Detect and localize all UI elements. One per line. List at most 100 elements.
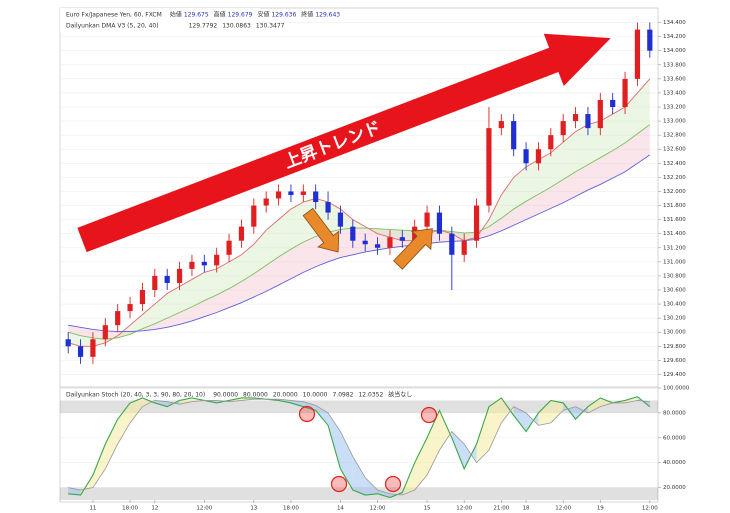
candle-body xyxy=(486,128,492,206)
readout-value: 10.0000 xyxy=(303,392,328,399)
candle-body xyxy=(560,121,566,136)
candle-body xyxy=(535,149,542,164)
candle-body xyxy=(164,275,170,283)
stoch-fill xyxy=(501,397,514,423)
x-tick-label: 19 xyxy=(597,506,604,512)
indicator-readout: 130.0863 xyxy=(222,23,251,30)
candle-body xyxy=(313,191,319,203)
y-tick-label: 130.400 xyxy=(663,302,686,308)
candle-body xyxy=(102,325,108,340)
stoch-fill xyxy=(513,406,527,432)
readout-value: 129.636 xyxy=(271,12,296,19)
x-tick-label: 12:00 xyxy=(555,506,571,512)
panel-title: Dailyunkan Stoch (20, 40, 3, 3, 90, 80, … xyxy=(66,392,205,399)
candle-body xyxy=(152,275,158,290)
x-tick-label: 15 xyxy=(424,506,431,512)
stoch-fill xyxy=(427,410,440,476)
signal-circle xyxy=(384,475,402,493)
y-tick-label: 131.400 xyxy=(663,231,686,237)
x-tick-label: 18:00 xyxy=(283,506,299,512)
readout-value: 該当なし xyxy=(388,391,412,399)
candle-body xyxy=(647,29,653,51)
candle-body xyxy=(374,244,381,248)
candle-body xyxy=(251,205,257,227)
stoch-fill xyxy=(117,402,131,444)
y-tick-label: 40.0000 xyxy=(663,460,686,466)
ma-band-fill xyxy=(68,124,650,340)
y-tick-label: 134.000 xyxy=(663,48,686,54)
candle-body xyxy=(90,339,96,357)
candle-body xyxy=(288,191,294,195)
candle-body xyxy=(511,121,517,150)
y-tick-label: 131.600 xyxy=(663,217,686,223)
y-tick-label: 133.800 xyxy=(663,62,686,68)
stoch-line xyxy=(68,398,650,496)
candle-body xyxy=(176,268,183,283)
y-tick-label: 129.600 xyxy=(663,358,686,364)
candle-body xyxy=(387,237,393,248)
header-box xyxy=(60,8,260,32)
indicator-name: Dailyunkan DMA V3 (5, 20, 40) xyxy=(66,23,159,30)
readout-label: 終値 xyxy=(301,11,313,19)
y-tick-label: 133.200 xyxy=(663,105,686,111)
x-tick-label: 12:00 xyxy=(196,506,212,512)
candle-body xyxy=(337,212,344,227)
stoch-fill xyxy=(538,400,551,426)
candle-body xyxy=(350,226,356,241)
readout-value: 7.0982 xyxy=(332,392,353,399)
readout-label: 始値 xyxy=(170,11,182,19)
x-tick-label: 21:00 xyxy=(493,506,509,512)
candle-body xyxy=(189,261,195,269)
y-tick-label: 130.600 xyxy=(663,287,686,293)
candle-body xyxy=(622,78,628,108)
moving-average-line xyxy=(68,124,651,340)
stoch-fill xyxy=(315,405,329,426)
candle-body xyxy=(238,226,245,241)
y-tick-label: 130.200 xyxy=(663,316,686,322)
y-tick-label: 80.0000 xyxy=(663,410,686,416)
ma-band-fill xyxy=(68,78,650,347)
y-tick-label: 131.000 xyxy=(663,259,686,265)
y-tick-label: 132.600 xyxy=(663,147,686,153)
readout-value: 12.0352 xyxy=(358,392,383,399)
trend-arrow-shape xyxy=(77,33,611,253)
stoch-fill xyxy=(526,412,539,432)
stoch-fill xyxy=(105,419,118,469)
y-tick-label: 129.400 xyxy=(663,372,686,378)
readout-value: 129.643 xyxy=(315,12,340,19)
x-tick-label: 12:00 xyxy=(642,506,658,512)
y-tick-label: 132.200 xyxy=(663,175,686,181)
y-tick-label: 131.200 xyxy=(663,245,686,251)
y-tick-label: 60.0000 xyxy=(663,435,686,441)
candle-body xyxy=(610,99,616,108)
stoch-line xyxy=(68,396,651,499)
readout-value: 129.675 xyxy=(184,12,209,19)
stoch-fill xyxy=(179,397,192,405)
indicator-readout: 130.3477 xyxy=(256,23,285,30)
stoch-fill xyxy=(142,397,155,407)
candle-body xyxy=(523,149,529,164)
stoch-fill xyxy=(352,456,366,496)
stoch-fill xyxy=(130,397,143,423)
candle-body xyxy=(226,240,232,255)
stoch-fill xyxy=(414,437,428,491)
candle-body xyxy=(597,99,603,129)
x-tick-label: 13 xyxy=(250,506,257,512)
candle-body xyxy=(300,191,306,195)
stoch-fill xyxy=(476,406,489,463)
level-band xyxy=(60,487,658,500)
readout-value: 90.0000 xyxy=(213,392,238,399)
panel-title: Euro Fx/Japanese Yen, 60, FXCM xyxy=(66,12,162,19)
y-tick-label: 20.0000 xyxy=(663,485,686,491)
stoch-fill xyxy=(377,490,390,498)
stoch-fill xyxy=(625,396,638,403)
y-tick-label: 129.800 xyxy=(663,344,686,350)
y-tick-label: 133.400 xyxy=(663,90,686,96)
candle-body xyxy=(115,311,121,326)
readout-value: 129.679 xyxy=(228,12,253,19)
candle-body xyxy=(139,289,146,305)
stoch-fill xyxy=(550,400,564,423)
stoch-fill xyxy=(340,431,353,491)
y-tick-label: 134.400 xyxy=(663,20,686,26)
candle-body xyxy=(461,240,467,255)
